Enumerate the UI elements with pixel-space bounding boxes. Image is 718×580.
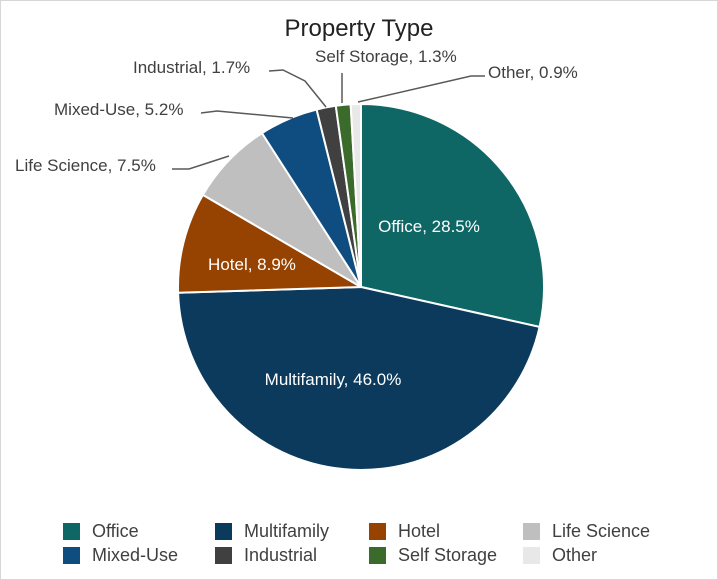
chart-title: Property Type [284,15,434,42]
legend-swatch-hotel [369,522,386,540]
chart-legend: Office Multifamily Hotel Life Science Mixed-… [63,521,703,565]
legend-label-life-science: Life Science [552,520,651,541]
legend-swatch-mixed-use [63,546,80,564]
legend-label-mixed-use: Mixed-Use [92,544,179,565]
legend-swatch-life-science [523,522,540,540]
pie-slice-office [360,102,545,329]
data-label-industrial: Industrial, 1.7% [133,58,250,77]
legend-label-self-storage: Self Storage [398,544,498,565]
legend-label-hotel: Hotel [398,520,441,541]
legend-swatch-office [63,522,80,540]
data-label-hotel: Hotel, 8.9% [208,255,296,274]
data-label-mixed-use: Mixed-Use, 5.2% [54,100,183,119]
legend-item-mixed-use: Mixed-Use [63,545,215,565]
legend-label-office: Office [92,520,139,541]
leader-line-other [357,75,485,103]
legend-item-self-storage: Self Storage [369,545,523,565]
data-label-life-science: Life Science, 7.5% [15,156,156,175]
pie-chart: Office, 28.5% Multifamily, 46.0% Hotel, 8.… [15,47,578,471]
legend-swatch-self-storage [369,546,386,564]
leader-line-mixed-use [200,110,294,119]
leader-line-industrial [268,69,327,108]
data-label-multifamily: Multifamily, 46.0% [265,370,402,389]
data-label-self-storage: Self Storage, 1.3% [315,47,457,66]
legend-item-multifamily: Multifamily [215,521,369,541]
legend-swatch-multifamily [215,522,232,540]
legend-item-hotel: Hotel [369,521,523,541]
legend-item-life-science: Life Science [523,521,673,541]
pie-slice-multifamily [177,285,541,471]
leader-line-life-science [172,155,230,170]
pie-slice-other [349,102,362,288]
legend-swatch-industrial [215,546,232,564]
legend-label-industrial: Industrial [244,544,318,565]
legend-item-office: Office [63,521,215,541]
data-label-other: Other, 0.9% [488,63,578,82]
legend-item-industrial: Industrial [215,545,369,565]
legend-item-other: Other [523,545,673,565]
pie-slice-hotel [177,193,365,294]
legend-label-multifamily: Multifamily [244,520,330,541]
data-label-office: Office, 28.5% [378,217,480,236]
legend-swatch-other [523,546,540,564]
legend-label-other: Other [552,544,598,565]
